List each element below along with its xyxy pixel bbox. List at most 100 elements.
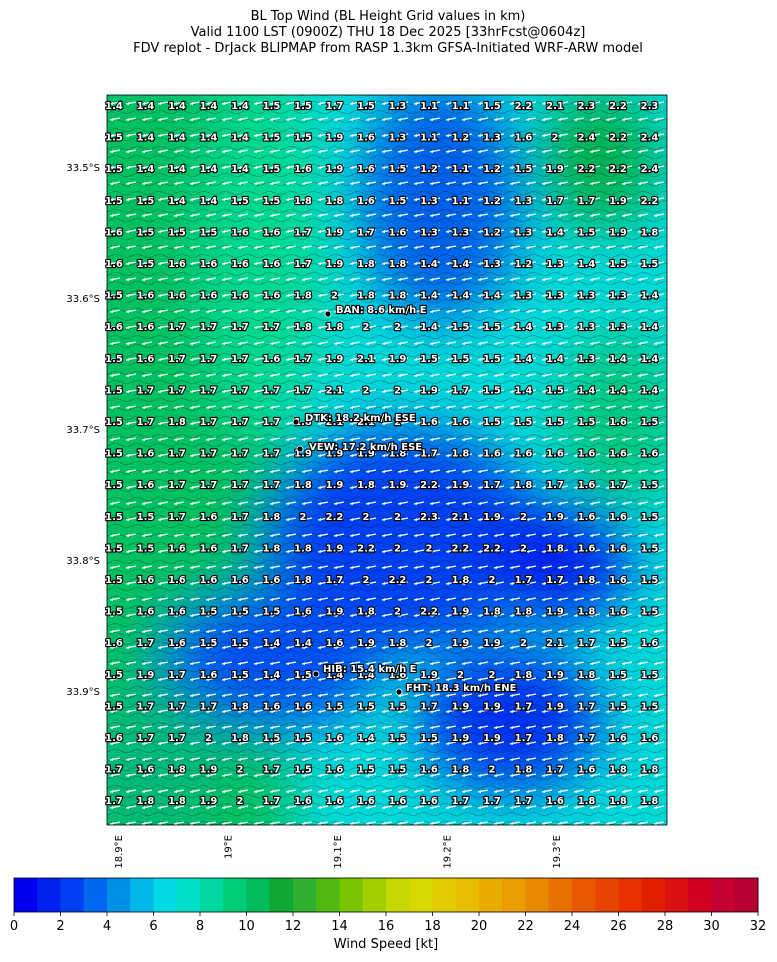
colorbar-tick-label: 26 [610,919,627,934]
grid-value: 1.7 [294,259,312,270]
lat-label: 33.8°S [66,556,100,567]
grid-value: 2 [394,512,401,523]
grid-value: 1.6 [578,449,596,460]
grid-value: 1.4 [200,101,218,112]
grid-value: 1.4 [641,291,659,302]
grid-value: 2.2 [389,575,407,586]
grid-value: 1.9 [483,512,501,523]
grid-value: 1.4 [420,322,438,333]
grid-value: 1.7 [578,196,596,207]
colorbar-swatch [316,878,340,912]
grid-value: 1.9 [546,512,564,523]
grid-value: 1.6 [578,512,596,523]
grid-value: 1.5 [641,512,659,523]
grid-values: 1.4 1.4 1.4 1.4 1.4 1.5 1.5 1.7 1.5 1.3 1.1 1.1 1.5 2… [104,100,659,808]
grid-value: 1.5 [641,670,659,681]
grid-value: 1.7 [231,354,249,365]
grid-value: 1.8 [546,733,564,744]
grid-value: 1.4 [137,101,155,112]
grid-value: 1.5 [200,227,218,238]
grid-value: 1.3 [483,259,501,270]
grid-value: 1.9 [452,607,470,618]
grid-value: 1.7 [609,480,627,491]
grid-value: 1.6 [168,259,186,270]
grid-value: 1.7 [263,449,281,460]
grid-value: 1.7 [515,701,533,712]
grid-value: 1.7 [200,449,218,460]
grid-value: 1.7 [357,227,375,238]
grid-value: 1.6 [515,133,533,144]
grid-value: 1.7 [168,385,186,396]
lon-label: 18.9°E [114,835,125,869]
grid-value: 1.9 [137,670,155,681]
grid-value: 2.4 [641,133,659,144]
grid-value: 1.7 [168,512,186,523]
grid-value: 1.3 [609,322,627,333]
grid-value: 1.7 [578,733,596,744]
grid-value: 2.2 [420,480,438,491]
grid-value: 1.4 [357,670,375,681]
grid-value: 1.5 [483,417,501,428]
colorbar-swatch [455,878,480,912]
lon-label: 19.1°E [333,835,344,869]
grid-value: 1.9 [546,607,564,618]
grid-value: 1.5 [263,196,281,207]
grid-value: 1.3 [515,227,533,238]
grid-value: 2 [552,133,559,144]
grid-value: 1.4 [231,101,249,112]
colorbar-swatch [153,878,178,912]
grid-value: 1.7 [137,701,155,712]
colorbar-tick-label: 6 [149,919,157,934]
grid-value: 1.6 [294,701,312,712]
grid-value: 2 [331,291,338,302]
station-label: BAN: 8.6 km/h E [336,305,427,316]
grid-value: 1.5 [578,227,596,238]
colorbar-tick-label: 18 [424,919,441,934]
grid-value: 1.3 [483,133,501,144]
grid-value: 1.6 [357,196,375,207]
grid-value: 1.6 [263,291,281,302]
grid-value: 2.1 [546,101,564,112]
colorbar-swatch [200,878,224,912]
grid-value: 1.5 [105,417,123,428]
grid-value: 1.6 [420,796,438,807]
grid-value: 2.1 [326,417,344,428]
grid-value: 1.1 [452,164,470,175]
grid-value: 1.3 [546,322,564,333]
grid-value: 1.6 [137,480,155,491]
grid-value: 2.2 [452,543,470,554]
grid-value: 1.5 [105,670,123,681]
grid-value: 1.8 [578,796,596,807]
grid-value: 1.7 [168,354,186,365]
grid-value: 2.2 [483,543,501,554]
grid-value: 1.8 [168,417,186,428]
grid-value: 1.7 [452,385,470,396]
grid-value: 1.8 [483,607,501,618]
grid-value: 1.6 [200,259,218,270]
grid-value: 1.8 [294,543,312,554]
grid-value: 2.1 [326,385,344,396]
grid-value: 1.6 [200,575,218,586]
grid-value: 1.5 [546,417,564,428]
grid-value: 1.5 [231,670,249,681]
grid-value: 1.4 [515,385,533,396]
grid-value: 2 [520,638,527,649]
grid-value: 1.7 [294,354,312,365]
grid-value: 1.9 [452,638,470,649]
grid-value: 1.9 [546,164,564,175]
station-dot [395,688,403,696]
grid-value: 1.3 [420,196,438,207]
grid-value: 1.2 [515,259,533,270]
grid-value: 1.6 [420,417,438,428]
grid-value: 2.2 [578,164,596,175]
grid-value: 1.7 [420,701,438,712]
grid-value: 1.4 [641,385,659,396]
colorbar-tick-label: 10 [238,919,255,934]
grid-value: 2 [426,638,433,649]
colorbar-swatch [246,878,271,912]
grid-value: 1.6 [389,670,407,681]
grid-value: 1.5 [105,480,123,491]
grid-value: 1.4 [200,133,218,144]
grid-value: 2 [237,765,244,776]
